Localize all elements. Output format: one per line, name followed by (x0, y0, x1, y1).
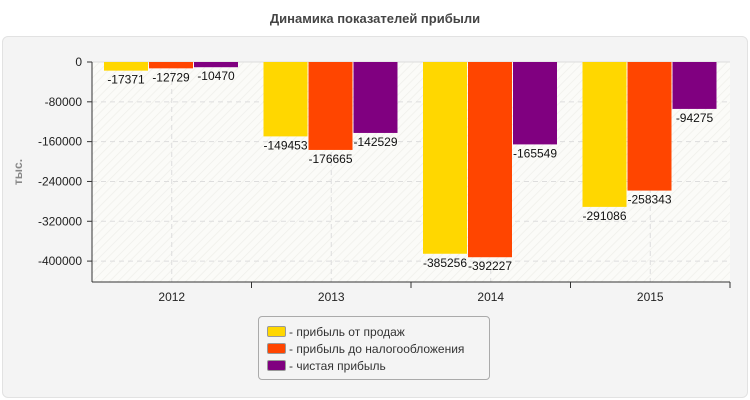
data-label: -165549 (513, 146, 557, 160)
bar (672, 62, 717, 109)
legend-label: - прибыль от продаж (289, 324, 405, 339)
bar (627, 62, 672, 191)
y-axis-label: тыс. (11, 159, 25, 185)
legend-swatch (267, 326, 286, 337)
bar (582, 62, 627, 207)
legend-label: - чистая прибыль (289, 358, 386, 373)
legend-swatch (267, 360, 286, 371)
y-tick-label: -160000 (38, 135, 82, 149)
bar (468, 62, 512, 258)
legend-label: - прибыль до налогообложения (289, 341, 465, 356)
legend: - прибыль от продаж - прибыль до налогоо… (258, 316, 490, 380)
chart-title: Динамика показателей прибыли (269, 11, 481, 26)
bar (149, 62, 193, 69)
y-tick-label: -320000 (38, 214, 82, 228)
x-tick-label: 2012 (158, 290, 185, 304)
bar (308, 62, 353, 150)
bar (353, 62, 398, 133)
data-label: -94275 (676, 111, 714, 125)
y-tick-label: 0 (75, 55, 82, 69)
legend-swatch (267, 343, 286, 354)
y-tick-label: -400000 (38, 254, 82, 268)
y-tick-label: -80000 (45, 95, 83, 109)
data-label: -12729 (152, 70, 190, 84)
data-label: -176665 (308, 152, 352, 166)
legend-item[interactable]: - чистая прибыль (267, 357, 489, 374)
bar (263, 62, 308, 137)
data-label: -258343 (627, 193, 671, 207)
bar (194, 62, 238, 68)
bar (423, 62, 467, 254)
data-label: -385256 (423, 256, 467, 270)
data-label: -142529 (353, 135, 397, 149)
data-label: -392227 (468, 259, 512, 273)
x-tick-label: 2014 (477, 290, 504, 304)
legend-item[interactable]: - прибыль до налогообложения (267, 340, 489, 357)
x-tick-label: 2015 (637, 290, 664, 304)
data-label: -149453 (263, 138, 307, 152)
bar (104, 62, 148, 71)
y-tick-label: -240000 (38, 174, 82, 188)
data-label: -291086 (582, 209, 626, 223)
legend-item[interactable]: - прибыль от продаж (267, 323, 489, 340)
data-label: -17371 (107, 73, 145, 87)
data-label: -10470 (197, 69, 235, 83)
x-tick-label: 2013 (318, 290, 345, 304)
bar (513, 62, 557, 145)
